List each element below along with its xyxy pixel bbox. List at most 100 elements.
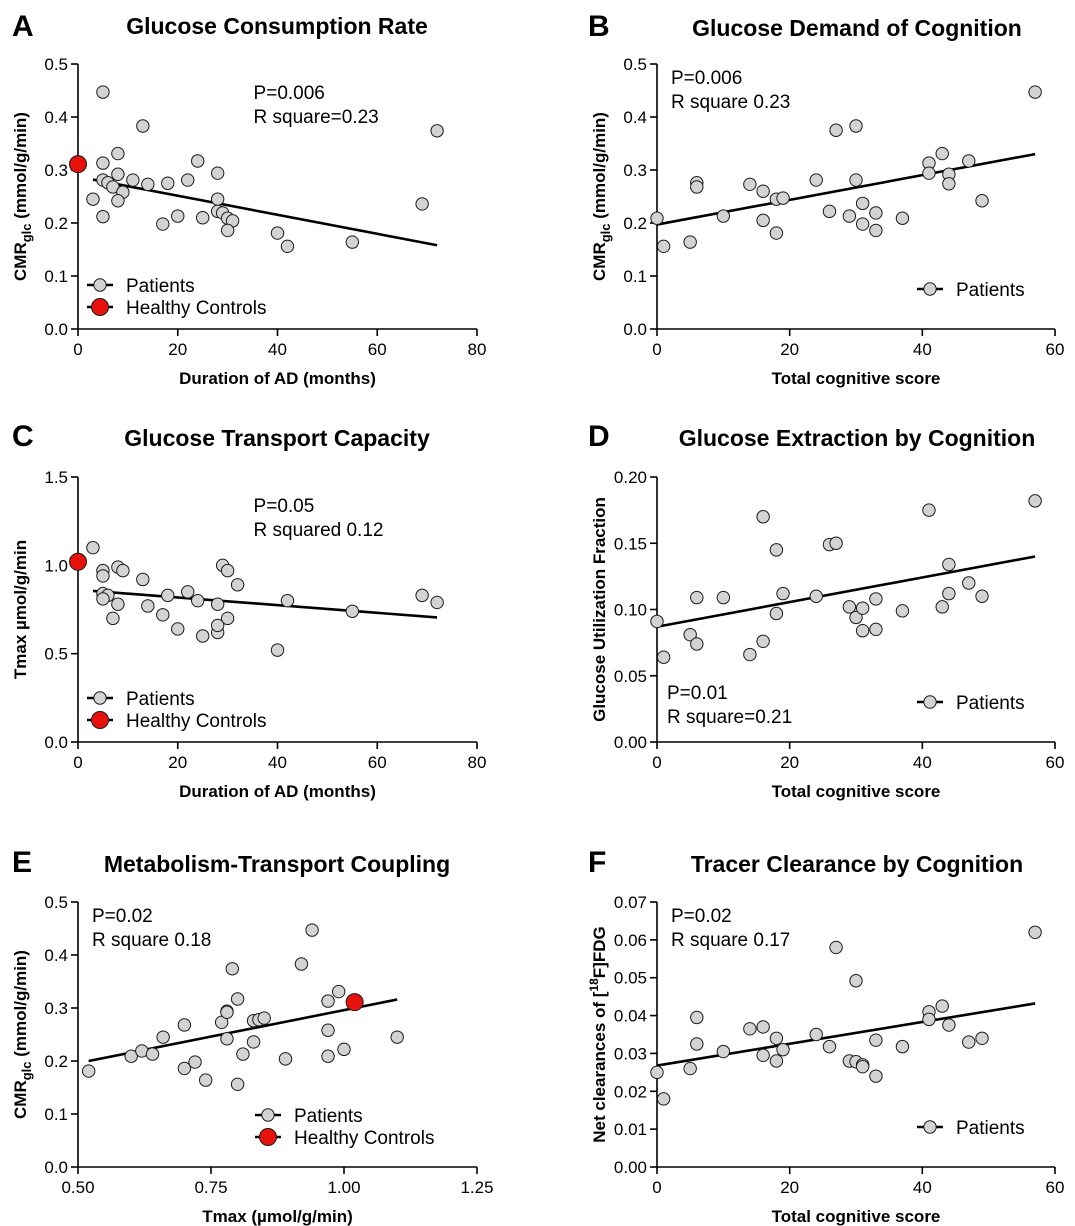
patient-point — [855, 624, 870, 638]
patient-point — [743, 177, 757, 192]
patient-point — [683, 1061, 697, 1076]
y-tick-label: 0.0 — [44, 733, 68, 752]
patient-point — [769, 1031, 784, 1045]
patient-point — [81, 1064, 96, 1078]
panel-letter: E — [12, 846, 32, 879]
patient-point — [656, 650, 671, 664]
y-axis-label: Net clearances of [18F]FDG — [587, 926, 609, 1142]
y-axis-label-main: CMR — [11, 242, 30, 281]
y-tick-label: 0.00 — [614, 733, 647, 752]
patient-point — [922, 166, 936, 180]
patient-point — [278, 1052, 293, 1066]
patient-point — [156, 608, 170, 622]
y-axis-label: Glucose Utilization Fraction — [590, 497, 609, 722]
y-tick-label: 0.3 — [44, 999, 68, 1018]
control-point — [345, 993, 364, 1012]
x-axis-label: Total cognitive score — [772, 369, 941, 388]
patient-point — [849, 610, 863, 625]
chart-title: Glucose Consumption Rate — [126, 13, 428, 39]
chart-title: Metabolism-Transport Coupling — [104, 851, 450, 877]
patient-point — [869, 592, 883, 606]
legend-label: Patients — [126, 276, 195, 297]
patient-point — [156, 1030, 170, 1044]
patient-point — [716, 209, 731, 223]
patient-point — [809, 1027, 823, 1042]
patient-point — [321, 1049, 335, 1063]
patient-point — [321, 1023, 335, 1037]
patient-point — [430, 595, 444, 610]
x-tick-label: 80 — [468, 340, 487, 359]
patient-point — [769, 226, 784, 240]
patient-point — [230, 578, 245, 592]
patient-point — [656, 1092, 671, 1106]
patient-point — [822, 1039, 837, 1054]
patient-point — [236, 1047, 250, 1061]
y-axis-label: CMRglc (mmol/g/min) — [11, 112, 34, 281]
x-axis-label: Tmax (µmol/g/min) — [202, 1207, 353, 1226]
panel-letter: B — [588, 10, 610, 43]
patient-point — [96, 156, 110, 170]
patient-point — [124, 1049, 138, 1063]
y-tick-label: 0.3 — [623, 161, 647, 180]
patient-point — [188, 1055, 202, 1069]
patient-point — [922, 1012, 936, 1027]
patient-point — [690, 1010, 704, 1025]
y-axis-label-main: CMR — [11, 1080, 30, 1119]
x-tick-label: 80 — [468, 753, 487, 772]
y-tick-label: 0.4 — [44, 946, 68, 965]
patient-point — [145, 1047, 160, 1061]
legend-label: Patients — [956, 1118, 1025, 1139]
y-axis-label-unit: F]FDG — [590, 926, 609, 978]
legend-item-patients: Patients — [255, 1106, 363, 1127]
patient-point — [962, 154, 976, 168]
p-value-text: P=0.006 — [254, 83, 325, 104]
patient-point — [769, 543, 784, 557]
panel-letter: A — [12, 10, 34, 43]
x-tick-label: 20 — [780, 753, 799, 772]
y-tick-label: 0.0 — [44, 320, 68, 339]
patient-point — [756, 510, 770, 524]
patient-point — [96, 85, 110, 99]
y-tick-label: 0.05 — [614, 969, 647, 988]
patient-point — [430, 124, 444, 138]
patient-point — [869, 223, 883, 238]
patient-point — [776, 586, 790, 601]
legend-label: Healthy Controls — [126, 298, 266, 319]
chart-title: Glucose Extraction by Cognition — [679, 425, 1036, 451]
patient-point — [683, 235, 697, 249]
patient-point — [935, 600, 949, 614]
patient-point — [270, 643, 285, 657]
patient-point — [220, 223, 235, 238]
y-tick-label: 0.04 — [614, 1007, 647, 1026]
patient-point — [210, 166, 225, 180]
x-tick-label: 0 — [73, 340, 82, 359]
patient-point — [809, 589, 823, 603]
patient-point — [96, 209, 110, 224]
patient-point — [321, 994, 335, 1008]
x-tick-label: 20 — [168, 340, 187, 359]
patient-point — [220, 611, 235, 626]
patient-point — [294, 957, 309, 971]
y-tick-label: 0.5 — [44, 645, 68, 664]
legend-item-patients: Patients — [87, 276, 195, 297]
patient-point — [683, 627, 697, 642]
patient-point — [177, 1061, 192, 1076]
patient-point — [141, 599, 155, 613]
patient-point — [829, 536, 843, 550]
y-tick-label: 0.07 — [614, 893, 647, 912]
legend-label: Patients — [956, 693, 1025, 714]
patient-point — [756, 184, 770, 198]
patient-point — [280, 239, 295, 254]
patient-point — [975, 1031, 989, 1045]
patient-point — [171, 209, 185, 223]
regression-line — [656, 555, 1036, 629]
patient-point — [111, 194, 125, 208]
y-tick-label: 0.4 — [44, 108, 68, 127]
p-value-text: P=0.006 — [671, 68, 742, 89]
x-tick-label: 60 — [1046, 340, 1065, 359]
legend-label: Healthy Controls — [294, 1128, 434, 1149]
legend-item-healthy-controls: Healthy Controls — [87, 298, 266, 319]
patient-point — [650, 614, 664, 629]
patient-point — [942, 586, 956, 601]
y-tick-label: 0.2 — [623, 214, 647, 233]
